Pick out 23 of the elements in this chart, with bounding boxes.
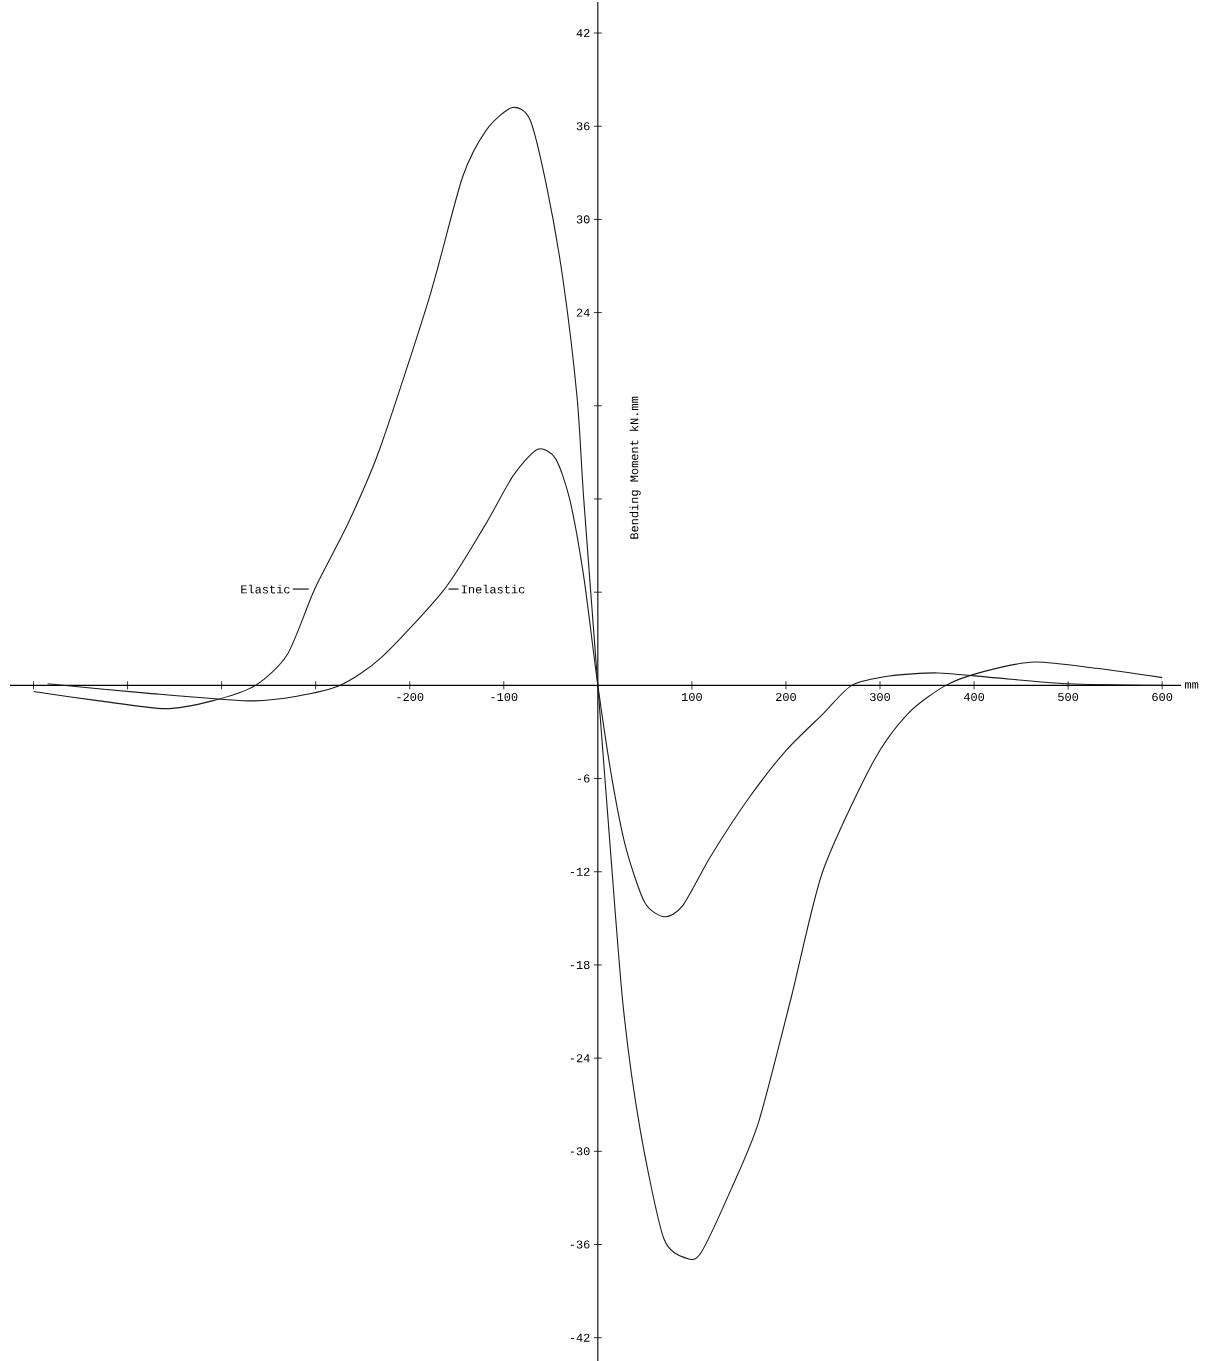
y-tick-label: 24 [576, 308, 590, 317]
y-tick-label: 36 [576, 122, 590, 131]
y-tick-label: -18 [570, 960, 590, 969]
x-tick-label: 200 [776, 692, 796, 701]
x-axis-title: mm [1185, 682, 1199, 689]
x-tick-label: -200 [397, 692, 424, 701]
y-tick-label: -42 [570, 1333, 590, 1342]
x-tick-label: 600 [1152, 692, 1173, 701]
y-tick-label: 42 [576, 29, 590, 38]
y-tick-label: -12 [570, 867, 590, 876]
y-tick-label: -36 [570, 1240, 590, 1249]
y-tick-label: -30 [570, 1147, 590, 1156]
x-tick-label: -100 [491, 692, 518, 701]
x-tick-label: 100 [681, 692, 702, 701]
annotation: Elastic [241, 584, 290, 594]
x-tick-label: 300 [869, 692, 891, 701]
y-tick-label: 30 [576, 215, 590, 224]
y-axis-title: Bending Moment kN.mm [629, 396, 641, 539]
y-tick-label: -24 [570, 1054, 590, 1063]
annotation: Inelastic [461, 584, 525, 594]
x-tick-label: 500 [1058, 692, 1079, 701]
y-tick-label: -6 [577, 774, 590, 783]
x-tick-label: 400 [963, 692, 985, 701]
